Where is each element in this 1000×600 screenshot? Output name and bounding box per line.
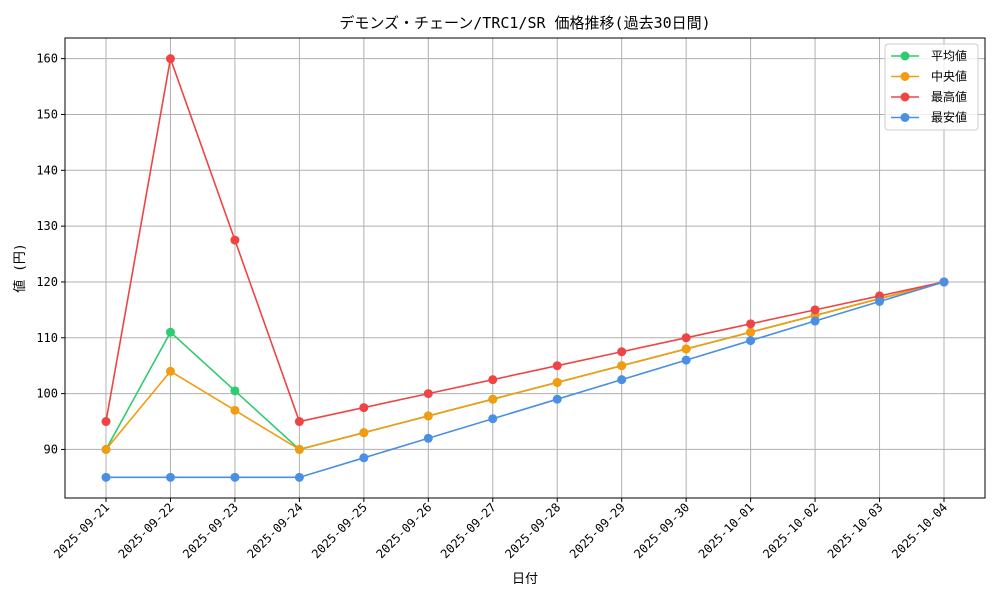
legend-item-0: 平均値 [891, 48, 967, 63]
y-tick-label: 140 [36, 163, 58, 177]
x-tick-label: 2025-09-26 [373, 500, 434, 561]
data-point [552, 361, 562, 371]
data-point [617, 347, 627, 357]
x-tick-label: 2025-09-30 [631, 500, 692, 561]
x-tick-label: 2025-09-27 [438, 500, 499, 561]
data-point [423, 433, 433, 443]
data-point [875, 296, 885, 306]
legend-label: 平均値 [931, 48, 967, 63]
series-line [105, 55, 945, 423]
legend-label: 中央値 [931, 69, 967, 84]
data-point [230, 386, 240, 396]
data-point [488, 414, 498, 424]
x-tick-label: 2025-09-22 [116, 500, 177, 561]
data-point [294, 444, 304, 454]
legend-marker [900, 72, 910, 81]
data-point [230, 472, 240, 482]
y-tick-label: 110 [36, 331, 58, 345]
y-tick-label: 90 [44, 442, 58, 456]
series-2 [101, 54, 949, 427]
x-axis-title: 日付 [512, 572, 538, 587]
data-point [746, 319, 756, 329]
data-point [294, 417, 304, 427]
data-point [230, 405, 240, 415]
series-line [105, 281, 945, 451]
x-tick-label: 2025-09-29 [567, 500, 628, 561]
data-point [488, 375, 498, 385]
series-1 [101, 277, 949, 454]
x-tick-label: 2025-10-04 [889, 500, 950, 561]
data-point [101, 417, 111, 427]
data-point [359, 453, 369, 463]
data-point [681, 333, 691, 343]
legend-item-3: 最安値 [891, 110, 967, 125]
data-point [681, 355, 691, 365]
data-point [230, 235, 240, 245]
grid [65, 38, 985, 498]
legend-item-2: 最高値 [891, 89, 967, 104]
x-tick-label: 2025-09-21 [51, 500, 112, 561]
data-point [294, 472, 304, 482]
series-3 [101, 277, 949, 482]
legend-label: 最高値 [931, 89, 967, 104]
legend-item-1: 中央値 [891, 69, 967, 84]
x-tick-label: 2025-10-02 [760, 500, 821, 561]
y-tick-label: 150 [36, 107, 58, 121]
data-point [165, 472, 175, 482]
data-point [101, 472, 111, 482]
x-tick-label: 2025-09-25 [309, 500, 370, 561]
data-point [810, 305, 820, 315]
y-tick-label: 120 [36, 275, 58, 289]
data-point [423, 389, 433, 399]
data-point [810, 316, 820, 326]
data-point [165, 366, 175, 376]
series-group [101, 54, 949, 482]
data-point [359, 403, 369, 413]
legend-marker [900, 113, 910, 122]
series-0 [101, 277, 949, 454]
chart-title: デモンズ・チェーン/TRC1/SR 価格推移(過去30日間) [339, 14, 710, 32]
data-point [423, 411, 433, 421]
y-tick-label: 160 [36, 52, 58, 66]
y-axis: 90 100 110 120 130 140 150 160 [36, 52, 65, 456]
x-tick-label: 2025-10-03 [825, 500, 886, 561]
x-tick-label: 2025-09-24 [245, 500, 306, 561]
legend-marker [900, 92, 910, 102]
data-point [552, 377, 562, 387]
y-tick-label: 100 [36, 387, 58, 401]
plot-area [64, 37, 986, 499]
data-point [617, 375, 627, 385]
legend-label: 最安値 [931, 110, 967, 125]
x-tick-label: 2025-10-01 [696, 500, 757, 561]
data-point [165, 327, 175, 337]
x-tick-label: 2025-09-23 [180, 500, 241, 561]
legend-marker [900, 51, 910, 61]
x-axis: 2025-09-21 2025-09-22 2025-09-23 2025-09-24… [51, 498, 950, 561]
legend-box [884, 43, 979, 131]
x-tick-label: 2025-09-28 [502, 500, 563, 561]
data-point [488, 394, 498, 404]
y-axis-title: 値 (円) [12, 243, 28, 292]
data-point [746, 327, 756, 337]
y-tick-label: 130 [36, 219, 58, 233]
series-line [106, 281, 945, 479]
data-point [617, 361, 627, 371]
data-point [359, 428, 369, 438]
data-point [165, 54, 175, 64]
data-point [681, 344, 691, 354]
data-point [101, 444, 111, 454]
data-point [746, 336, 756, 346]
data-point [552, 394, 562, 404]
data-point [939, 277, 949, 287]
